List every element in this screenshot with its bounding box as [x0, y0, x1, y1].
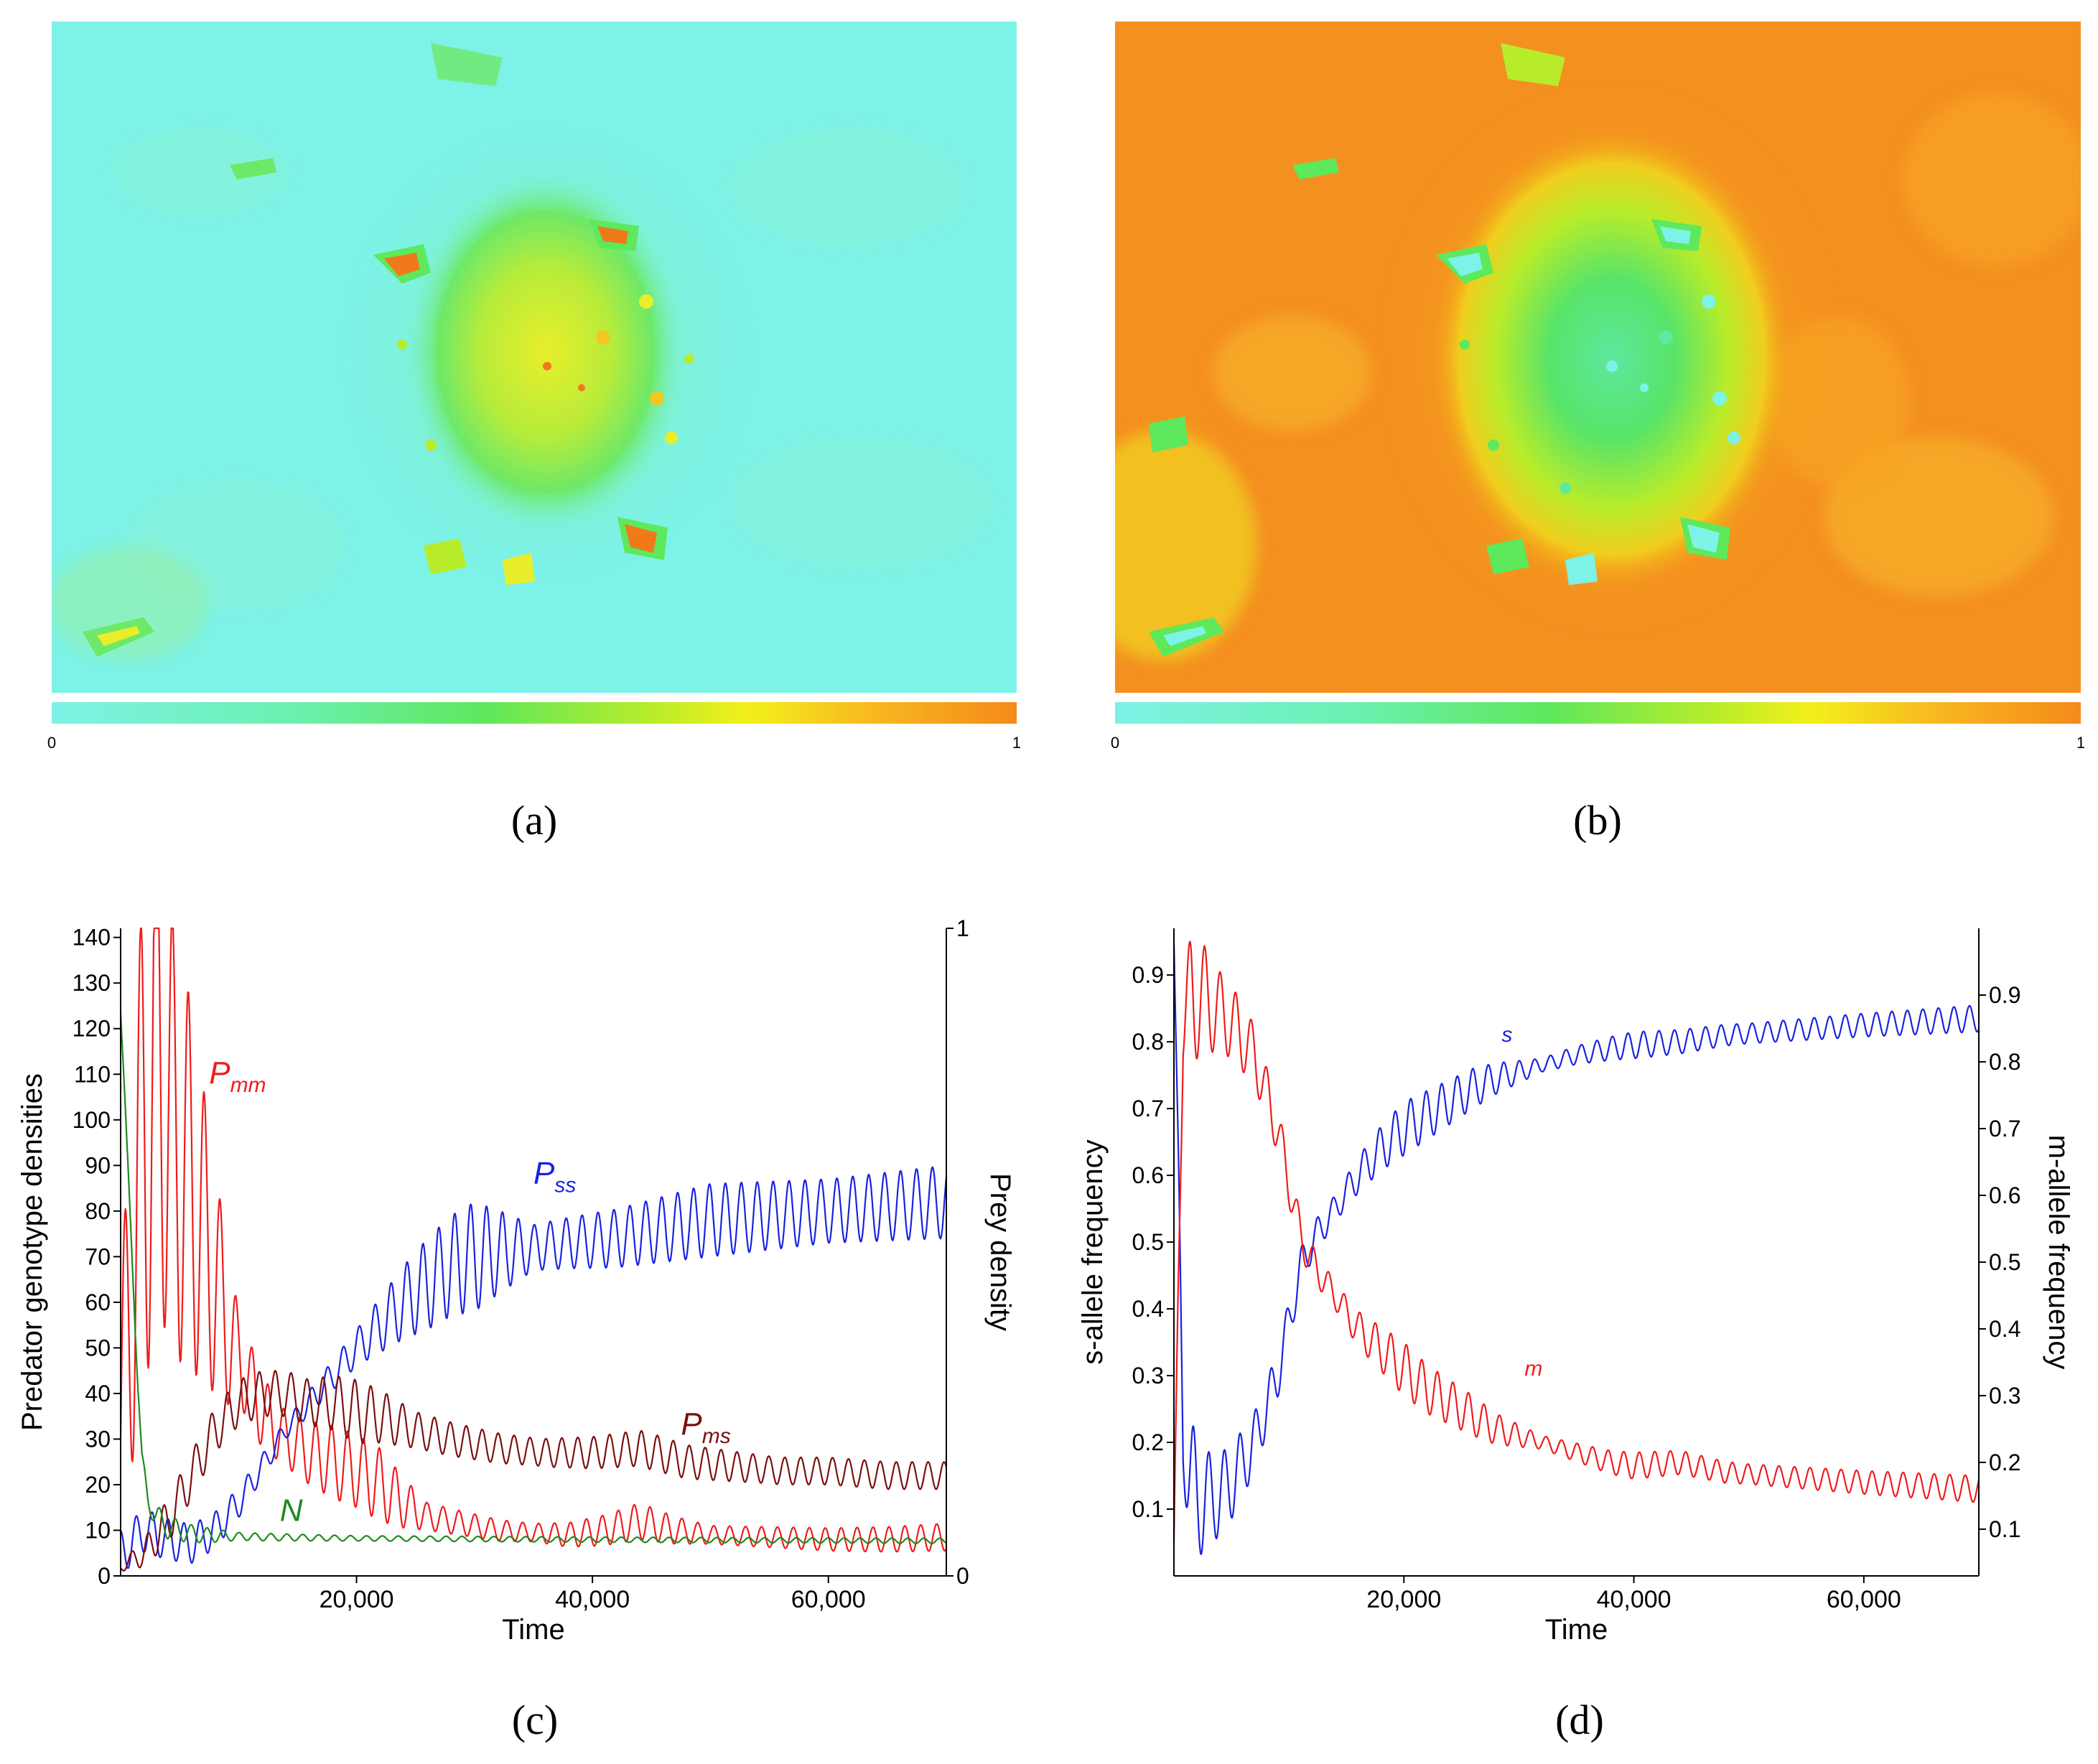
colorbar-b [1115, 702, 2081, 724]
y-right-tick-label-c: 0 [956, 1563, 969, 1589]
series-line-c-p-mm [119, 927, 948, 1553]
heatmap-a-central-blob [402, 165, 689, 538]
y-tick-label-d: 0.5 [1132, 1229, 1164, 1255]
chart-d: 0.1 0.2 0.3 0.4 0.5 0.6 0.7 0.8 0.9 0.1 0.2 0.3 0.4 0… [1077, 928, 2074, 1743]
chart-c: 0 10 20 30 40 50 60 70 80 90 100 110 120 130 140 0 1 20,0… [17, 915, 1016, 1743]
x-tick-label-d: 40,000 [1597, 1586, 1672, 1613]
y-tick-label-c: 140 [73, 925, 111, 951]
x-tick-label-d: 20,000 [1366, 1586, 1441, 1613]
series-label-d-m: m [1524, 1357, 1542, 1381]
panel-a: 0 1 (a) [47, 22, 1021, 844]
series-line-d-s [1172, 941, 1980, 1555]
y-axis-title-d: s-allele frequency [1077, 1139, 1109, 1365]
y-right-tick-label-d: 0.5 [1989, 1249, 2020, 1275]
y-right-axis-title-c: Prey density [984, 1173, 1016, 1331]
series-line-d-m [1172, 941, 1980, 1543]
y-right-tick-label-d: 0.7 [1989, 1116, 2020, 1142]
y-tick-label-d: 0.9 [1132, 962, 1164, 988]
series-label-c-p-ms: Pms [681, 1406, 730, 1448]
series-line-c-p-ss [120, 1166, 948, 1569]
heatmap-b-cold-spots [1149, 43, 1740, 657]
series-line-c-n [119, 1012, 947, 1544]
heatmap-a [52, 22, 1017, 693]
y-tick-label-c: 70 [85, 1243, 111, 1269]
colorbar-b-min-label: 0 [1111, 734, 1119, 752]
y-tick-label-c: 80 [85, 1198, 111, 1224]
y-right-tick-label-c: 1 [956, 915, 969, 941]
y-right-tick-label-d: 0.8 [1989, 1049, 2020, 1075]
series-label-d-s: s [1501, 1023, 1512, 1047]
y-tick-label-c: 0 [98, 1563, 111, 1589]
y-tick-label-d: 0.3 [1132, 1363, 1164, 1389]
y-tick-label-d: 0.4 [1132, 1296, 1164, 1322]
colorbar-a-min-label: 0 [47, 734, 56, 752]
series-label-c-p-ss: Pss [533, 1156, 576, 1198]
y-tick-label-d: 0.7 [1132, 1096, 1164, 1121]
y-tick-label-d: 0.1 [1132, 1496, 1164, 1522]
y-tick-label-c: 90 [85, 1152, 111, 1178]
y-tick-label-c: 130 [73, 970, 111, 996]
y-right-tick-label-d: 0.2 [1989, 1450, 2020, 1475]
y-tick-label-c: 110 [74, 1061, 111, 1087]
y-tick-label-c: 120 [73, 1016, 111, 1042]
y-right-tick-label-d: 0.9 [1989, 982, 2020, 1008]
series-label-c-n: N [280, 1493, 303, 1528]
y-right-axis-title-d: m-allele frequency [2043, 1135, 2074, 1370]
panel-b-caption: (b) [1573, 797, 1622, 844]
y-tick-label-c: 30 [85, 1426, 111, 1452]
y-right-tick-label-d: 0.6 [1989, 1182, 2020, 1208]
x-tick-label-c: 20,000 [320, 1586, 394, 1613]
panel-b: 0 1 (b) [1111, 22, 2085, 844]
y-right-tick-label-d: 0.3 [1989, 1383, 2020, 1409]
y-tick-label-c: 10 [85, 1517, 111, 1543]
series-line-c-p-ms [120, 1370, 948, 1572]
panel-c-caption: (c) [512, 1697, 558, 1743]
series-label-c-p-mm: Pmm [209, 1055, 266, 1097]
x-tick-label-c: 60,000 [791, 1586, 866, 1613]
y-tick-label-c: 100 [73, 1107, 111, 1133]
x-tick-label-d: 60,000 [1827, 1586, 1901, 1613]
x-tick-label-c: 40,000 [555, 1586, 630, 1613]
y-tick-label-c: 60 [85, 1289, 111, 1315]
y-right-tick-label-d: 0.4 [1989, 1316, 2020, 1342]
colorbar-a [52, 702, 1017, 724]
y-tick-label-c: 40 [85, 1381, 111, 1406]
y-tick-label-d: 0.6 [1132, 1162, 1164, 1188]
heatmap-a-texture [52, 129, 991, 661]
panel-a-caption: (a) [511, 797, 557, 844]
y-axis-title-c: Predator genotype densities [17, 1073, 48, 1431]
y-right-tick-label-d: 0.1 [1989, 1516, 2020, 1542]
y-tick-label-c: 20 [85, 1472, 111, 1498]
y-tick-label-d: 0.8 [1132, 1029, 1164, 1055]
y-tick-label-c: 50 [85, 1335, 111, 1361]
panel-d-caption: (d) [1555, 1697, 1604, 1743]
colorbar-b-max-label: 1 [2076, 734, 2085, 752]
y-tick-label-d: 0.2 [1132, 1429, 1164, 1455]
colorbar-a-max-label: 1 [1012, 734, 1021, 752]
heatmap-b-central-blob [1432, 129, 1791, 589]
x-axis-title-d: Time [1545, 1614, 1608, 1646]
x-axis-title-c: Time [502, 1614, 564, 1646]
heatmap-b [1115, 22, 2081, 693]
heatmap-a-hotspots [83, 43, 694, 657]
